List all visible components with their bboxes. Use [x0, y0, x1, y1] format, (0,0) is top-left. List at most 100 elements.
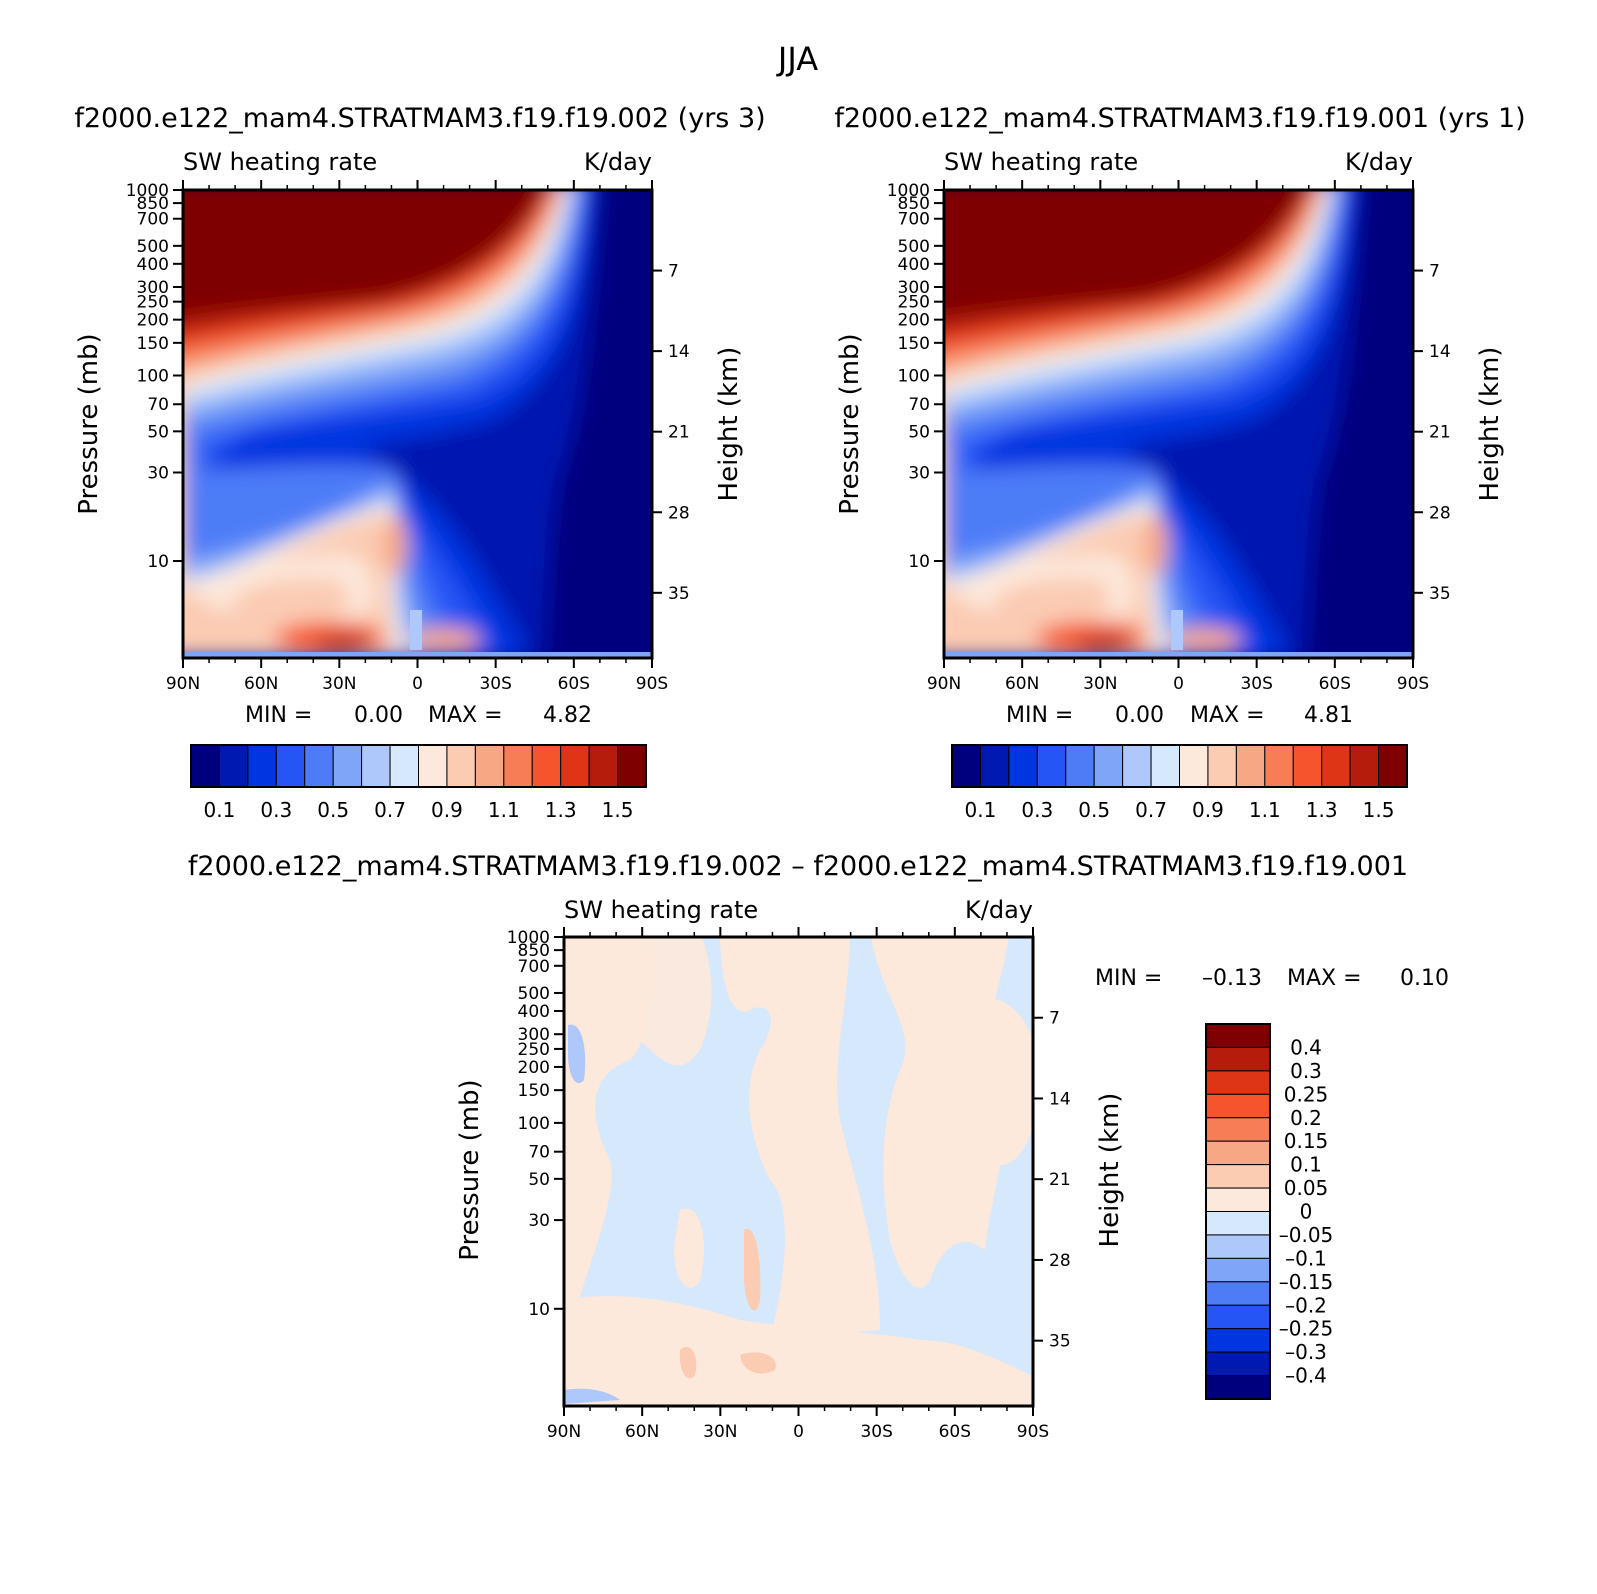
- x-tick-label: 30S: [479, 674, 511, 694]
- y-tick-label: 250: [137, 293, 169, 313]
- y-tick-label: 1000: [507, 928, 550, 948]
- colorbar-swatch: [1205, 1281, 1271, 1306]
- colorbar-label: 1.5: [602, 798, 634, 822]
- colorbar-swatch: [304, 744, 334, 788]
- colorbar-swatch: [247, 744, 277, 788]
- colorbar-label: 1.5: [1363, 798, 1395, 822]
- colorbar-swatch: [1321, 744, 1351, 788]
- plot-units: K/day: [584, 148, 652, 176]
- y-tick-label: 300: [137, 278, 169, 298]
- max-label: MAX =: [1287, 966, 1362, 991]
- plot-title: SW heating rate: [944, 148, 1138, 176]
- y-tick-label: 50: [528, 1170, 550, 1190]
- x-tick-label: 90S: [636, 674, 668, 694]
- colorbar-swatch: [1292, 744, 1323, 788]
- colorbar-swatch: [275, 744, 306, 788]
- colorbar-swatch: [1205, 1070, 1271, 1095]
- y-tick-label: 150: [137, 334, 169, 354]
- x-tick-label: 60S: [1319, 674, 1351, 694]
- min-label: MIN =: [1006, 703, 1073, 728]
- colorbar-swatch: [1093, 744, 1124, 788]
- x-tick-label: 0: [1173, 674, 1184, 694]
- panel-difference: f2000.e122_mam4.STRATMAM3.f19.f19.002 – …: [188, 851, 1449, 1442]
- x-tick-label: 60N: [625, 1422, 659, 1442]
- colorbar-swatch: [1150, 744, 1180, 788]
- y2-axis-label: Height (km): [1475, 347, 1505, 502]
- colorbar-swatch: [1205, 1046, 1271, 1072]
- y-tick-label: 300: [518, 1025, 550, 1045]
- colorbar-label: 0.5: [317, 798, 349, 822]
- y2-tick-label: 21: [1429, 423, 1451, 443]
- colorbar-swatch: [332, 744, 363, 788]
- plot-title: SW heating rate: [183, 148, 377, 176]
- colorbar-label: 0.4: [1290, 1035, 1322, 1059]
- colorbar-frame: [951, 744, 1408, 788]
- colorbar: 0.1 0.3 0.5 0.7 0.9 1.1 1.3 1.5: [951, 744, 1408, 822]
- y-tick-label: 10: [147, 552, 169, 572]
- y2-tick-label: 14: [1049, 1089, 1071, 1109]
- x-tick-label: 30S: [860, 1422, 892, 1442]
- max-value: 0.10: [1400, 966, 1449, 991]
- plot-units: K/day: [1345, 148, 1413, 176]
- colorbar-swatch: [617, 744, 647, 788]
- y-tick-label: 1000: [126, 181, 169, 201]
- colorbar-label: 0.9: [431, 798, 463, 822]
- colorbar-swatch: [1205, 1211, 1271, 1236]
- x-tick-label: 30S: [1240, 674, 1272, 694]
- plot-units: K/day: [965, 896, 1033, 924]
- colorbar-label: 0.05: [1284, 1176, 1329, 1200]
- colorbar-swatch: [474, 744, 505, 788]
- colorbar-swatch: [1235, 744, 1266, 788]
- y-tick-label: 400: [898, 255, 930, 275]
- colorbar-frame: [190, 744, 647, 788]
- figure-title: JJA: [776, 40, 818, 78]
- panel-top-right: f2000.e122_mam4.STRATMAM3.f19.f19.001 (y…: [834, 103, 1525, 822]
- y-tick-label: 400: [137, 255, 169, 275]
- colorbar-swatch: [361, 744, 391, 788]
- colorbar-label: –0.15: [1279, 1270, 1334, 1294]
- y-tick-label: 100: [518, 1114, 550, 1134]
- colorbar-label: –0.05: [1279, 1223, 1334, 1247]
- colorbar-swatch: [1205, 1234, 1271, 1259]
- y-tick-label: 700: [137, 210, 169, 230]
- contour-field: [944, 190, 1413, 658]
- y-tick-label: 150: [898, 334, 930, 354]
- y-tick-label: 150: [518, 1081, 550, 1101]
- x-tick-label: 60N: [1005, 674, 1039, 694]
- y-tick-label: 200: [898, 311, 930, 331]
- y-tick-label: 500: [137, 237, 169, 257]
- y-tick-label: 850: [898, 194, 930, 214]
- colorbar-swatch: [218, 744, 249, 788]
- colorbar-label: 0.3: [260, 798, 292, 822]
- colorbar-label: 0.2: [1290, 1106, 1322, 1130]
- colorbar-swatch: [1205, 1023, 1271, 1048]
- x-tick-label: 30N: [703, 1422, 737, 1442]
- y-tick-label: 1000: [887, 181, 930, 201]
- y2-tick-label: 7: [1049, 1009, 1060, 1029]
- y-tick-label: 850: [518, 941, 550, 961]
- y2-tick-label: 28: [1049, 1251, 1071, 1271]
- y-tick-label: 30: [528, 1211, 550, 1231]
- colorbar-label: 0.1: [965, 798, 997, 822]
- x-tick-label: 90N: [927, 674, 961, 694]
- x-tick-label: 90S: [1017, 1422, 1049, 1442]
- colorbar-label: 0.15: [1284, 1129, 1329, 1153]
- colorbar-swatch: [951, 744, 981, 788]
- y-tick-label: 500: [898, 237, 930, 257]
- colorbar-label: 0.1: [204, 798, 236, 822]
- y-axis-label: Pressure (mb): [455, 1079, 485, 1260]
- y2-tick-label: 7: [1429, 262, 1440, 282]
- x-tick-label: 0: [412, 674, 423, 694]
- colorbar-swatch: [1205, 1257, 1271, 1283]
- plot-title: SW heating rate: [564, 896, 758, 924]
- y-tick-label: 50: [908, 422, 930, 442]
- y2-tick-label: 21: [668, 423, 690, 443]
- colorbar-label: 0.3: [1021, 798, 1053, 822]
- contour-field: [564, 937, 1033, 1406]
- colorbar-swatch: [1036, 744, 1067, 788]
- colorbar: 0.1 0.3 0.5 0.7 0.9 1.1 1.3 1.5: [190, 744, 647, 822]
- colorbar-swatch: [1205, 1187, 1271, 1212]
- colorbar-label: –0.25: [1279, 1317, 1334, 1341]
